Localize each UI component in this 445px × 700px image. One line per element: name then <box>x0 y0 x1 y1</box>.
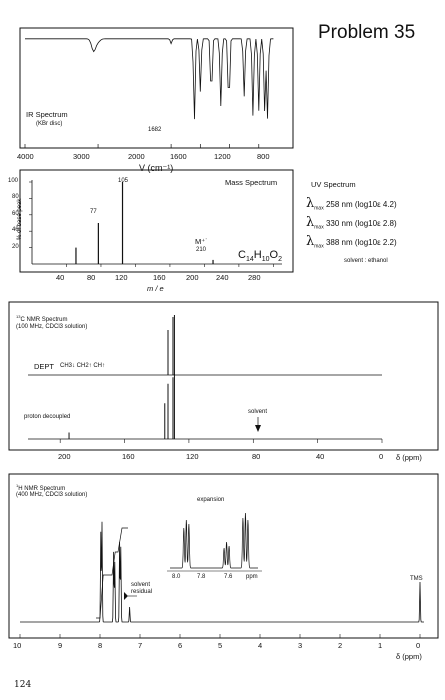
expansion-label: expansion <box>197 497 225 503</box>
ms-m-ion: M⁺˙ <box>195 237 208 246</box>
h1-tick-4: 4 <box>258 641 263 650</box>
h1-subtitle: (400 MHz, CDCl3 solution) <box>16 492 88 498</box>
c13-subtitle: (100 MHz, CDCl3 solution) <box>16 324 88 330</box>
ms-peak-77: 77 <box>90 209 97 215</box>
ir-subtitle: (KBr disc) <box>36 121 63 127</box>
ms-ytick-80: 80 <box>12 194 19 200</box>
ir-peak-label: 1682 <box>148 127 162 133</box>
ir-x-label: V (cm⁻¹) <box>139 163 174 173</box>
expansion-tick-8: 8.0 <box>172 574 181 580</box>
h1-tick-2: 2 <box>338 641 343 650</box>
c13-proton-label: proton decoupled <box>24 414 71 420</box>
ms-xtick-160: 160 <box>153 273 166 282</box>
expansion-inset <box>167 512 262 572</box>
ms-xtick-40: 40 <box>56 273 65 282</box>
solvent-residual-arrow-icon <box>124 592 128 600</box>
dept-peaks <box>167 315 175 375</box>
ms-ytick-40: 40 <box>12 227 19 233</box>
h1-title: 1H NMR Spectrum <box>16 483 66 492</box>
problem-title: Problem 35 <box>318 22 416 43</box>
ir-frame <box>19 27 294 149</box>
h1-tick-1: 1 <box>378 641 383 650</box>
ms-xtick-200: 200 <box>186 273 199 282</box>
h1-tick-6: 6 <box>178 641 183 650</box>
c13-title: 13C NMR Spectrum <box>16 314 68 323</box>
c13-tick-160: 160 <box>122 452 135 461</box>
ir-tick-2000: 2000 <box>128 152 145 161</box>
ir-tick-1600: 1600 <box>170 152 187 161</box>
ir-title: IR Spectrum <box>26 110 68 119</box>
ir-tick-800: 800 <box>257 152 270 161</box>
ir-tick-1200: 1200 <box>214 152 231 161</box>
ms-ytick-60: 60 <box>12 211 19 217</box>
c13-frame <box>8 301 439 451</box>
h1-tick-9: 9 <box>58 641 63 650</box>
expansion-tick-ppm: ppm <box>246 574 258 580</box>
ms-plot <box>19 169 294 273</box>
ms-title: Mass Spectrum <box>225 178 278 187</box>
ms-x-label: m / e <box>147 284 164 293</box>
c13-plot <box>8 301 439 451</box>
c13-x-label: δ (ppm) <box>396 453 422 462</box>
h1-x-label: δ (ppm) <box>396 652 422 661</box>
uv-line-1: λmax 258 nm (log10ε 4.2) <box>306 196 397 212</box>
c13-tick-0: 0 <box>379 452 384 461</box>
h1-trace <box>20 521 424 623</box>
ms-ytick-100: 100 <box>8 178 19 184</box>
c13-tick-200: 200 <box>58 452 71 461</box>
ir-tick-3000: 3000 <box>73 152 90 161</box>
dept-label: DEPT <box>34 362 55 371</box>
solvent-arrow-icon <box>255 425 261 432</box>
expansion-tick-78: 7.8 <box>197 574 206 580</box>
h1-integral <box>96 527 128 619</box>
h1-tick-8: 8 <box>98 641 103 650</box>
uv-solvent: solvent : ethanol <box>344 258 388 264</box>
ms-bars <box>75 182 214 264</box>
c13-tick-120: 120 <box>186 452 199 461</box>
h1-tick-5: 5 <box>218 641 223 650</box>
c13-tick-40: 40 <box>316 452 325 461</box>
h1-tick-3: 3 <box>298 641 303 650</box>
ms-formula: C14H10O2 <box>238 249 282 264</box>
ms-frame <box>19 169 294 273</box>
h1-tick-7: 7 <box>138 641 143 650</box>
uv-line-3: λmax 388 nm (log10ε 2.2) <box>306 234 397 250</box>
ms-xtick-280: 280 <box>248 273 261 282</box>
ms-peak-105: 105 <box>118 178 129 184</box>
c13-tick-80: 80 <box>252 452 261 461</box>
h1-tick-10: 10 <box>13 641 22 650</box>
ms-xtick-240: 240 <box>216 273 229 282</box>
ms-xtick-80: 80 <box>87 273 96 282</box>
ir-trace <box>25 38 274 120</box>
expansion-tick-76: 7.6 <box>224 574 233 580</box>
ir-plot <box>19 27 294 149</box>
c13-solvent-label: solvent <box>248 409 268 415</box>
ms-xtick-120: 120 <box>115 273 128 282</box>
expansion-trace <box>170 512 258 569</box>
h1-tick-0: 0 <box>416 641 421 650</box>
h1-frame <box>8 473 439 639</box>
ms-peak-210: 210 <box>196 247 207 253</box>
tms-label: TMS <box>410 576 423 582</box>
h1-solvent-label: solvent residual <box>131 582 153 595</box>
ir-tick-4000: 4000 <box>17 152 34 161</box>
dept-legend: CH3↓ CH2↑ CH↑ <box>60 363 106 369</box>
page-number: 124 <box>14 680 32 690</box>
uv-line-2: λmax 330 nm (log10ε 2.8) <box>306 215 397 231</box>
c13-peaks <box>68 374 175 439</box>
ms-ytick-20: 20 <box>12 244 19 250</box>
ir-ticks <box>24 144 260 148</box>
uv-title: UV Spectrum <box>311 180 356 189</box>
